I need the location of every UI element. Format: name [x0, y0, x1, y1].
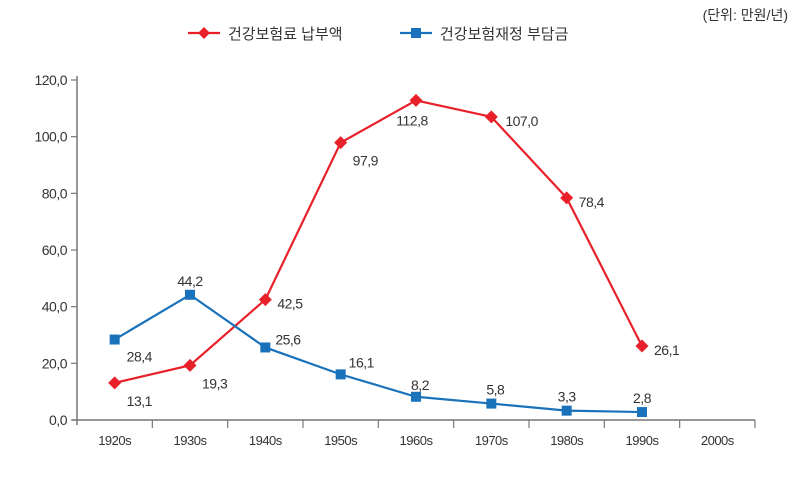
legend-diamond-icon: [198, 27, 210, 39]
x-tick-label: 1950s: [324, 433, 358, 448]
data-point-diamond: [258, 293, 272, 307]
y-tick-label: 0,0: [49, 412, 68, 428]
x-tick-label: 1980s: [550, 433, 584, 448]
data-label: 112,8: [396, 112, 428, 128]
axes: 0,0 20,0 40,0 60,0 80,0 100,0 120,0 1920s 1930s 1…: [34, 72, 756, 448]
data-point-diamond: [560, 191, 574, 205]
data-point-diamond: [183, 358, 197, 372]
data-label: 97,9: [353, 153, 379, 169]
x-tick-label: 1920s: [98, 433, 132, 448]
data-label: 3,3: [558, 389, 577, 405]
data-label: 26,1: [654, 342, 680, 358]
data-point-square: [637, 407, 647, 418]
data-label: 13,1: [127, 393, 153, 409]
x-tick-label: 1970s: [475, 433, 509, 448]
data-label: 19,3: [202, 375, 228, 391]
y-tick-label: 60,0: [42, 242, 68, 258]
data-point-square: [109, 334, 120, 345]
x-tick-label: 1930s: [174, 433, 208, 448]
data-point-diamond: [635, 339, 649, 353]
x-tick-label: 1960s: [400, 433, 434, 448]
data-label: 44,2: [177, 273, 203, 289]
legend-label: 건강보험료 납부액: [228, 26, 343, 43]
x-tick-label: 2000s: [701, 433, 735, 448]
data-label: 78,4: [579, 194, 605, 210]
data-point-diamond: [334, 136, 348, 150]
y-tick-label: 40,0: [42, 299, 68, 315]
data-label: 2,8: [633, 390, 652, 406]
data-label: 16,1: [349, 354, 375, 370]
series-line-0: [114, 99, 643, 384]
data-point-diamond: [484, 110, 498, 124]
legend-label: 건강보험재정 부담금: [440, 26, 569, 43]
data-point-square: [486, 398, 497, 409]
data-label: 25,6: [275, 331, 301, 347]
data-label: 42,5: [277, 296, 303, 312]
legend-square-icon: [411, 28, 421, 38]
plot-area: 13,1 19,3 42,5 97,9 112,8 107,0 78,4 26,1 28,4 44…: [108, 93, 680, 418]
data-label: 8,2: [411, 377, 430, 393]
series-line-1: [114, 293, 643, 414]
data-point-square: [260, 342, 271, 353]
y-tick-label: 100,0: [34, 129, 67, 145]
x-tick-label: 1990s: [626, 433, 660, 448]
data-point-diamond: [409, 93, 423, 107]
data-label: 5,8: [486, 382, 505, 398]
data-point-square: [411, 391, 421, 402]
data-point-square: [185, 289, 195, 300]
y-tick-label: 20,0: [42, 355, 68, 371]
legend: 건강보험료 납부액 건강보험재정 부담금: [188, 26, 569, 43]
unit-note: (단위: 만원/년): [703, 7, 788, 23]
data-label: 28,4: [127, 349, 153, 365]
x-tick-label: 1940s: [249, 433, 283, 448]
data-point-square: [561, 405, 572, 416]
data-label: 107,0: [505, 113, 538, 129]
data-point-square: [335, 369, 346, 380]
data-point-diamond: [108, 376, 122, 390]
y-tick-label: 120,0: [34, 72, 67, 88]
y-tick-label: 80,0: [42, 185, 68, 201]
